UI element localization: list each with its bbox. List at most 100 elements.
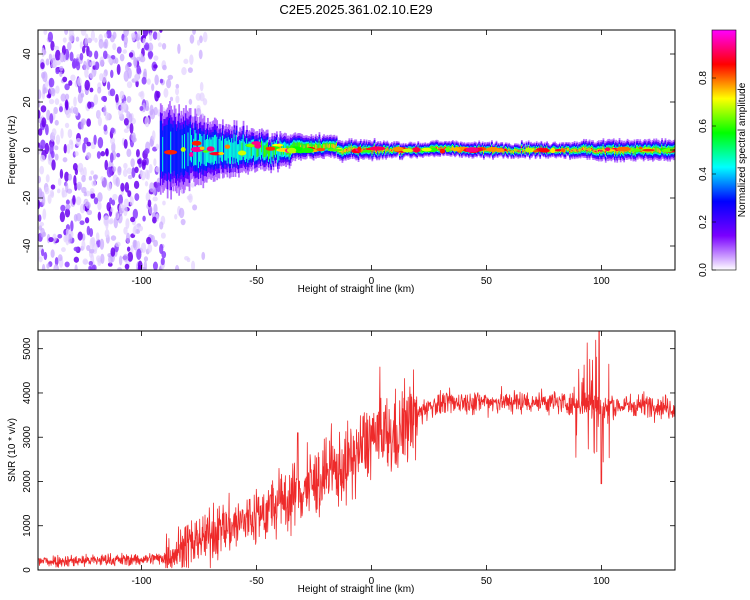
spectrogram-noise-cell bbox=[113, 216, 119, 229]
spectrogram-band-cell bbox=[342, 150, 345, 154]
spectrogram-band-cell bbox=[345, 148, 347, 153]
spectrogram-band-cell bbox=[188, 123, 191, 176]
spectrogram-noise-cell bbox=[84, 217, 90, 224]
spectrogram-band-cell bbox=[353, 147, 355, 151]
spectrogram-noise-cell bbox=[53, 106, 58, 115]
spectrogram-noise-cell bbox=[96, 255, 101, 262]
spectrogram-core-blob bbox=[554, 148, 563, 152]
spectrogram-band-cell bbox=[256, 145, 259, 158]
spectrogram-band-cell bbox=[239, 139, 241, 161]
spectrogram-band-cell bbox=[517, 150, 520, 152]
spectrogram-panel: -100 -50 0 50 100 -40 -20 0 20 40 Height of stra… bbox=[7, 29, 676, 295]
spectrogram-core-blob bbox=[286, 147, 297, 153]
spectrogram-noise-cell bbox=[111, 141, 116, 153]
spectrogram-band-cell bbox=[533, 147, 536, 151]
spectrogram-band-cell bbox=[272, 148, 275, 159]
spectrogram-band-cell bbox=[247, 143, 250, 163]
spectrogram-noise-cell bbox=[55, 60, 61, 66]
spectrogram-noise-cell bbox=[82, 142, 86, 153]
spectrogram-noise-cell bbox=[62, 37, 67, 43]
spectrogram-core-blob bbox=[327, 148, 344, 152]
spectrogram-noise-cell bbox=[104, 229, 110, 239]
spectrogram-noise-cell bbox=[104, 159, 109, 171]
y-tick-label: -20 bbox=[22, 190, 33, 205]
spectrogram-noise-cell bbox=[152, 31, 158, 40]
spectrogram-noise-cell bbox=[79, 52, 84, 61]
spectrogram-noise-cell bbox=[42, 208, 47, 220]
spectrogram-noise-cell bbox=[126, 81, 133, 89]
spectrogram-band-cell bbox=[614, 149, 616, 154]
spectrogram-noise-cell bbox=[45, 123, 49, 136]
snr-y-axis: 0 1000 2000 3000 4000 5000 bbox=[22, 337, 675, 573]
spectrogram-noise-cell bbox=[146, 236, 152, 245]
spectrogram-noise-cell bbox=[145, 192, 151, 202]
spectrogram-band-cell bbox=[617, 149, 620, 153]
spectrogram-band-cell bbox=[573, 148, 576, 152]
spectrogram-noise-cell bbox=[71, 60, 77, 69]
spectrogram-noise-cell bbox=[110, 69, 114, 79]
spectrogram-noise-cell bbox=[79, 41, 83, 50]
spectrogram-core-blob bbox=[206, 146, 215, 152]
spectrogram-band-cell bbox=[574, 149, 577, 152]
spectrogram-noise-cell bbox=[136, 240, 141, 249]
spectrogram-core-blob bbox=[392, 146, 404, 152]
figure-title: C2E5.2025.361.02.10.E29 bbox=[279, 2, 432, 17]
spectrogram-noise-cell bbox=[86, 118, 91, 127]
spectrogram-noise-cell bbox=[72, 106, 78, 115]
spectrogram-core-blob bbox=[525, 147, 532, 153]
spectrogram-band-cell bbox=[253, 139, 255, 156]
spectrogram-band-cell bbox=[522, 150, 524, 152]
spectrogram-noise-cell bbox=[41, 263, 46, 270]
spectrogram-band-cell bbox=[440, 147, 443, 149]
spectrogram-noise-cell bbox=[128, 52, 134, 58]
spectrogram-noise-cell bbox=[202, 98, 208, 106]
spectrogram-noise-cell bbox=[140, 242, 147, 254]
spectrogram-band-cell bbox=[600, 149, 603, 152]
spectrogram-band-cell bbox=[485, 148, 488, 152]
spectrogram-core-blob bbox=[271, 143, 284, 147]
spectrogram-band-cell bbox=[593, 149, 596, 153]
spectrogram-band-cell bbox=[591, 147, 593, 150]
spectrogram-noise-cell bbox=[178, 207, 185, 219]
spectrogram-band-cell bbox=[164, 125, 167, 174]
spectrogram-band-cell bbox=[248, 141, 251, 161]
colorbar-tick-label: 0.4 bbox=[698, 167, 709, 181]
spectrogram-noise-cell bbox=[174, 213, 178, 220]
spectrogram-noise-cell bbox=[65, 199, 70, 205]
spectrogram-band-cell bbox=[254, 143, 256, 162]
spectrogram-band-cell bbox=[599, 149, 601, 151]
spectrogram-noise-cell bbox=[152, 196, 158, 202]
y-tick-label: 5000 bbox=[22, 337, 33, 360]
spectrogram-band-cell bbox=[583, 146, 585, 151]
spectrogram-band-cell bbox=[202, 131, 205, 175]
spectrogram-band-cell bbox=[580, 147, 583, 151]
spectrogram-noise-cell bbox=[153, 55, 159, 61]
spectrogram-band-cell bbox=[565, 148, 568, 150]
colorbar-tick-label: 0.6 bbox=[698, 119, 709, 133]
spectrogram-y-axis: -40 -20 0 20 40 bbox=[22, 48, 675, 253]
spectrogram-band-cell bbox=[197, 139, 200, 169]
spectrogram-noise-cell bbox=[119, 53, 125, 62]
spectrogram-noise-cell bbox=[117, 166, 122, 173]
spectrogram-noise-cell bbox=[83, 259, 89, 265]
spectrogram-band-cell bbox=[213, 135, 216, 164]
spectrogram-band-cell bbox=[161, 120, 163, 172]
spectrogram-noise-cell bbox=[198, 49, 203, 60]
spectrogram-noise-cell bbox=[59, 52, 65, 63]
spectrogram-noise-cell bbox=[68, 139, 73, 146]
spectrogram-noise-cell bbox=[57, 233, 63, 239]
spectrogram-noise-cell bbox=[141, 159, 147, 166]
x-tick-label: -50 bbox=[249, 576, 264, 587]
spectrogram-band-cell bbox=[203, 134, 206, 165]
spectrogram-noise-cell bbox=[151, 130, 156, 142]
spectrogram-noise-cell bbox=[199, 81, 204, 92]
spectrogram-band-cell bbox=[269, 147, 271, 157]
spectrogram-noise-cell bbox=[109, 137, 116, 145]
spectrogram-band-cell bbox=[588, 147, 591, 152]
spectrogram-band-cell bbox=[520, 147, 523, 149]
spectrogram-noise-cell bbox=[127, 67, 132, 79]
spectrogram-noise-cell bbox=[101, 177, 108, 188]
spectrogram-noise-cell bbox=[143, 44, 149, 50]
spectrogram-band-cell bbox=[587, 147, 590, 151]
